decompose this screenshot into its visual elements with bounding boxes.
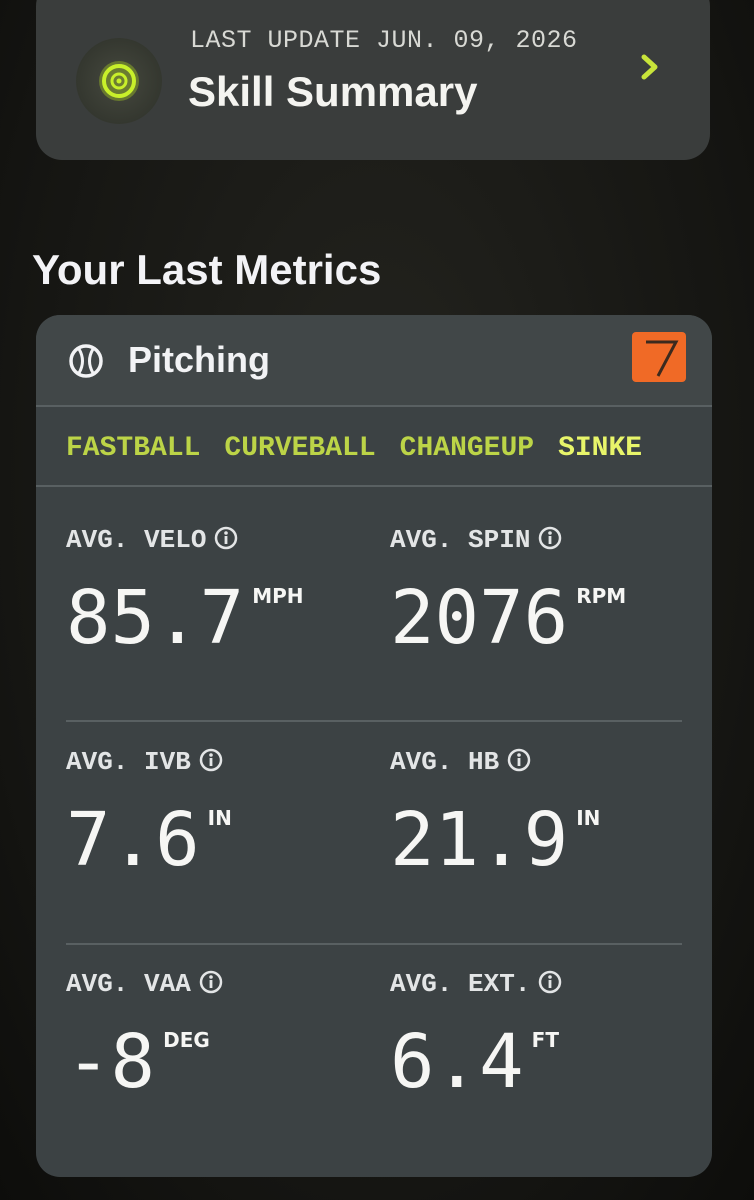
divider — [36, 405, 712, 407]
card-header: Pitching — [36, 315, 712, 405]
target-icon — [76, 38, 162, 124]
info-icon[interactable] — [199, 970, 223, 994]
metric-value: 6.4 — [390, 1019, 524, 1105]
metric-label: AVG. EXT. — [390, 969, 531, 999]
metric-label: AVG. IVB — [66, 747, 191, 777]
target-graphic — [99, 61, 139, 101]
metric: AVG. IVB 7.6 IN — [66, 747, 386, 947]
metric-label: AVG. VAA — [66, 969, 191, 999]
metric-label-row: AVG. VELO — [66, 525, 238, 555]
chevron — [641, 54, 658, 80]
pitch-tab[interactable]: CHANGEUP — [399, 433, 535, 464]
metric-label-row: AVG. EXT. — [390, 969, 562, 999]
summary-title: Skill Summary — [188, 68, 478, 115]
metric-unit: RPM — [576, 584, 627, 608]
metric-unit: DEG — [163, 1028, 210, 1052]
metric-value-row: -8 DEG — [66, 1019, 210, 1105]
metric-unit: FT — [531, 1028, 559, 1052]
section-title: Your Last Metrics — [32, 246, 382, 293]
metric-label: AVG. SPIN — [390, 525, 531, 555]
info-icon[interactable] — [214, 526, 238, 550]
metric: AVG. EXT. 6.4 FT — [390, 969, 710, 1169]
metric-label: AVG. VELO — [66, 525, 207, 555]
info-icon[interactable] — [507, 748, 531, 772]
metric-unit: IN — [576, 806, 601, 830]
metric-value-row: 7.6 IN — [66, 797, 232, 883]
logo-mark — [646, 340, 679, 377]
divider — [36, 485, 712, 487]
metric-label-row: AVG. VAA — [66, 969, 223, 999]
metric-unit: IN — [207, 806, 232, 830]
metric-value: 7.6 — [66, 797, 200, 883]
last-update: LAST UPDATE JUN. 09, 2026 — [190, 26, 578, 55]
brand-logo — [632, 332, 686, 382]
metric-value: 21.9 — [390, 797, 569, 883]
card-title: Pitching — [128, 339, 270, 380]
metric-value-row: 85.7 MPH — [66, 575, 304, 661]
pitch-tab[interactable]: CURVEBALL — [224, 433, 376, 464]
info-icon[interactable] — [199, 748, 223, 772]
metric-label: AVG. HB — [390, 747, 500, 777]
info-icon[interactable] — [538, 970, 562, 994]
metric-label-row: AVG. HB — [390, 747, 531, 777]
skill-summary-card[interactable]: LAST UPDATE JUN. 09, 2026 Skill Summary — [36, 0, 710, 160]
info-icon[interactable] — [538, 526, 562, 550]
metric-unit: MPH — [252, 584, 304, 608]
pitching-card: Pitching FASTBALL CURVEBALL CHANGEUP SINKE … — [36, 315, 712, 1177]
metric: AVG. SPIN 2076 RPM — [390, 525, 710, 725]
divider — [66, 943, 682, 945]
metric-value-row: 2076 RPM — [390, 575, 626, 661]
metric-label-row: AVG. IVB — [66, 747, 223, 777]
divider — [66, 720, 682, 722]
pitch-tab[interactable]: SINKE — [558, 433, 643, 464]
metric-value: 85.7 — [66, 575, 245, 661]
baseball-icon — [69, 344, 103, 378]
metric-value-row: 6.4 FT — [390, 1019, 559, 1105]
metric-label-row: AVG. SPIN — [390, 525, 562, 555]
metric: AVG. HB 21.9 IN — [390, 747, 710, 947]
metric: AVG. VAA -8 DEG — [66, 969, 386, 1169]
pitch-tab[interactable]: FASTBALL — [66, 433, 201, 464]
metric-value-row: 21.9 IN — [390, 797, 600, 883]
metric: AVG. VELO 85.7 MPH — [66, 525, 386, 725]
metric-value: 2076 — [390, 575, 569, 661]
metric-value: -8 — [66, 1019, 156, 1105]
pitch-tabs: FASTBALL CURVEBALL CHANGEUP SINKE — [66, 433, 666, 464]
